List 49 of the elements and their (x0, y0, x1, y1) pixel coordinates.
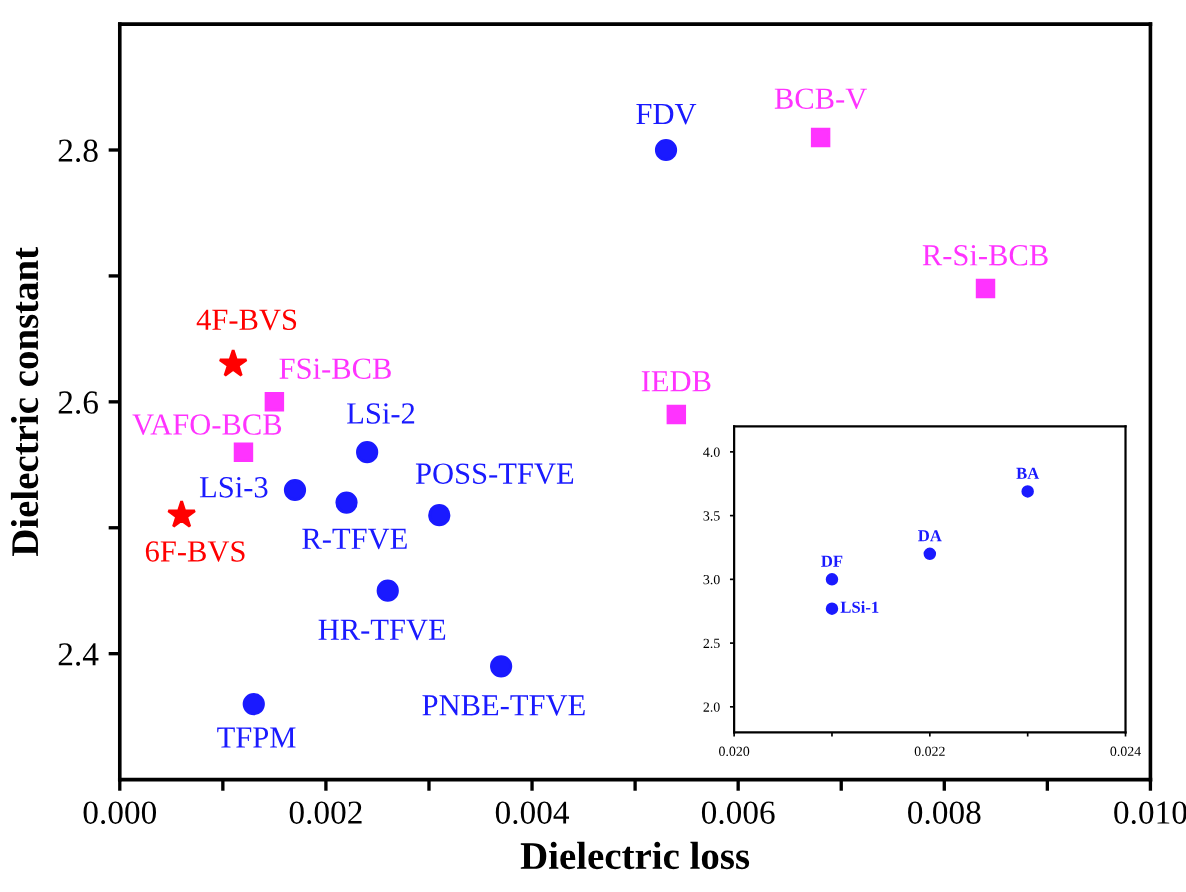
annotation: DF (821, 555, 843, 567)
point (825, 602, 839, 615)
annotation: 4F-BVS (196, 309, 297, 331)
annotation: HR-TFVE (318, 619, 446, 641)
annotation: R-TFVE (302, 528, 407, 550)
point (242, 692, 265, 716)
point (335, 491, 358, 514)
annotation: PNBE-TFVE (422, 695, 585, 716)
annotation: VAFO-BCB (132, 414, 282, 436)
point (218, 348, 248, 377)
annotation: BCB-V (774, 88, 867, 110)
x-tick-label: 0.000 (83, 801, 157, 825)
x-axis-title: Dielectric loss (520, 841, 750, 870)
point (810, 127, 831, 148)
x-tick-label: 0.010 (1114, 801, 1186, 825)
annotation: IEDB (641, 371, 711, 392)
y-tick-label: 2.6 (58, 391, 98, 414)
y-axis-title: Dielectric constant (10, 247, 39, 557)
point (283, 478, 307, 502)
x-tick-label: 0.004 (495, 801, 570, 825)
y-tick-label: 2.4 (58, 643, 99, 666)
point (233, 442, 254, 462)
point (428, 504, 451, 527)
point (923, 547, 937, 561)
x-tick-label: 0.006 (701, 801, 775, 825)
point (975, 278, 996, 299)
point (376, 579, 399, 602)
annotation: DA (918, 530, 942, 542)
point (825, 573, 839, 586)
point (666, 404, 687, 425)
annotation: POSS-TFVE (415, 463, 574, 485)
annotation: LSi-2 (347, 403, 415, 424)
annotation: 6F-BVS (145, 541, 245, 562)
point (264, 392, 285, 412)
annotation: FDV (636, 104, 697, 125)
annotation: BA (1016, 467, 1040, 479)
point (167, 499, 197, 528)
annotation: TFPM (217, 727, 296, 748)
x-tick-label: 0.008 (908, 801, 981, 825)
annotation: FSi-BCB (279, 358, 391, 379)
x-tick-label: 0.002 (289, 801, 362, 825)
y-tick-label: 2.8 (58, 139, 98, 163)
point (1021, 485, 1034, 498)
point (356, 441, 379, 464)
point (490, 655, 513, 678)
annotation: R-Si-BCB (922, 245, 1048, 266)
point (654, 138, 678, 162)
annotation: LSi-3 (199, 477, 268, 498)
annotation: LSi-1 (840, 601, 879, 613)
